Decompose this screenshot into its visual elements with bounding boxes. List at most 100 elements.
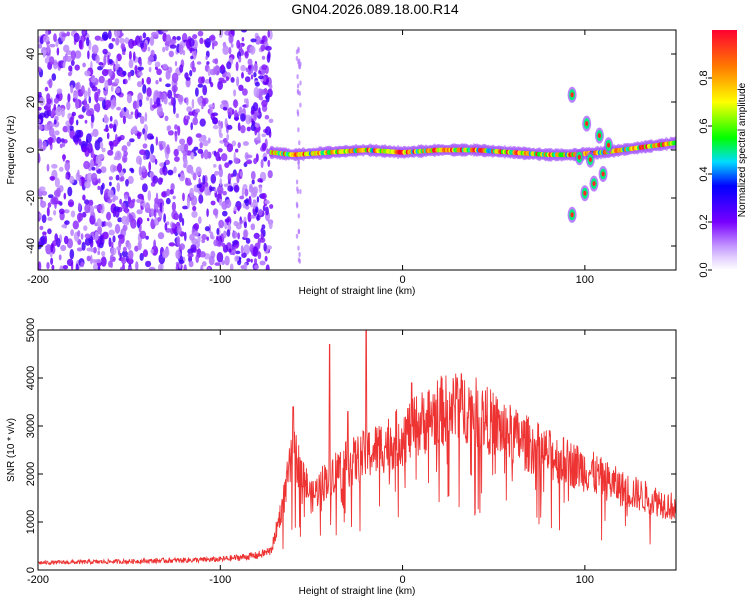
noise-cell [125, 179, 129, 187]
noise-cell [230, 173, 234, 178]
noise-cell [109, 181, 112, 187]
noise-cell [150, 143, 155, 154]
noise-cell [206, 61, 210, 65]
noise-cell [247, 70, 252, 75]
noise-cell [214, 58, 219, 65]
noise-cell [127, 175, 134, 185]
x-tick-label: -200 [27, 574, 49, 586]
noise-cell [190, 55, 194, 60]
x-tick-label: 0 [400, 574, 406, 586]
noise-cell [132, 198, 136, 203]
noise-cell [165, 34, 172, 45]
noise-cell [253, 63, 258, 73]
noise-cell [168, 242, 176, 247]
noise-cell [254, 139, 261, 144]
colorbar: 0.0 0.2 0.4 0.6 0.8 Normalized spectral ampli… [698, 30, 748, 278]
noise-cell [221, 260, 225, 266]
noise-cell [246, 126, 251, 132]
noise-cell [258, 107, 261, 114]
noise-cell [92, 263, 98, 270]
noise-cell [147, 190, 152, 201]
noise-cell [243, 221, 247, 229]
noise-cell [53, 119, 57, 125]
noise-cell [59, 166, 64, 172]
noise-cell [69, 175, 75, 184]
noise-cell [207, 67, 211, 77]
noise-cell [177, 94, 184, 103]
noise-cell [179, 243, 186, 251]
colorbar-tick-label: 0.0 [698, 262, 710, 277]
noise-cell [91, 166, 96, 171]
noise-cell [53, 59, 58, 70]
noise-cell [240, 125, 246, 134]
noise-cell [144, 130, 148, 141]
noise-cell [108, 58, 113, 65]
colorbar-tick-label: 0.4 [698, 166, 710, 181]
noise-cell [102, 31, 109, 41]
noise-cell [295, 233, 299, 239]
noise-cell [190, 244, 197, 253]
peak-core [606, 142, 611, 148]
noise-cell [238, 55, 242, 63]
noise-cell [117, 163, 123, 173]
noise-cell [219, 132, 223, 139]
noise-cell [87, 142, 93, 154]
noise-cell [141, 165, 146, 173]
noise-cell [148, 161, 152, 172]
noise-cell [83, 160, 90, 170]
noise-cell [138, 99, 143, 107]
noise-cell [163, 213, 167, 223]
noise-cell [131, 126, 138, 135]
snr-series-line [38, 330, 676, 566]
y-tick-label: 40 [25, 48, 37, 60]
noise-cell [240, 113, 246, 122]
noise-cell [38, 124, 43, 131]
noise-cell [202, 261, 207, 267]
noise-cell [195, 254, 199, 263]
noise-cell [263, 156, 268, 162]
y-tick-label: 20 [25, 96, 37, 108]
x-tick-label: -100 [209, 574, 231, 586]
noise-cell [139, 60, 143, 67]
noise-cell [94, 91, 99, 102]
noise-cell [51, 264, 55, 270]
noise-cell [297, 228, 301, 234]
noise-cell [241, 72, 244, 79]
noise-cell [171, 72, 179, 84]
noise-cell [222, 242, 226, 248]
noise-cell [199, 37, 204, 45]
noise-cell [179, 64, 184, 73]
noise-cell [169, 44, 177, 49]
noise-cell [226, 61, 232, 70]
noise-cell [297, 245, 300, 251]
noise-cell [119, 37, 125, 44]
noise-cell [224, 199, 232, 209]
noise-cell [97, 137, 103, 143]
noise-cell [243, 244, 250, 255]
noise-cell [192, 205, 197, 212]
noise-cell [94, 231, 99, 241]
noise-cell [40, 235, 46, 246]
noise-cell [203, 149, 209, 160]
colorbar-tick-label: 0.6 [698, 118, 710, 133]
noise-cell [62, 265, 69, 270]
noise-cell [165, 45, 169, 51]
noise-cell [223, 230, 227, 239]
noise-cell [153, 208, 157, 218]
y-tick-label: 0 [25, 567, 37, 573]
noise-cell [48, 194, 54, 199]
noise-cell [162, 46, 166, 53]
noise-cell [206, 236, 209, 241]
noise-cell [124, 37, 130, 44]
spectrogram-plot-area [38, 30, 676, 270]
noise-cell [197, 96, 203, 104]
noise-cell [295, 201, 299, 207]
noise-cell [138, 71, 143, 76]
noise-cell [167, 169, 174, 176]
noise-cell [245, 237, 251, 244]
noise-cell [90, 114, 95, 123]
noise-cell [237, 142, 241, 149]
noise-cell [137, 217, 143, 225]
noise-cell [62, 44, 70, 53]
noise-cell [101, 147, 106, 153]
